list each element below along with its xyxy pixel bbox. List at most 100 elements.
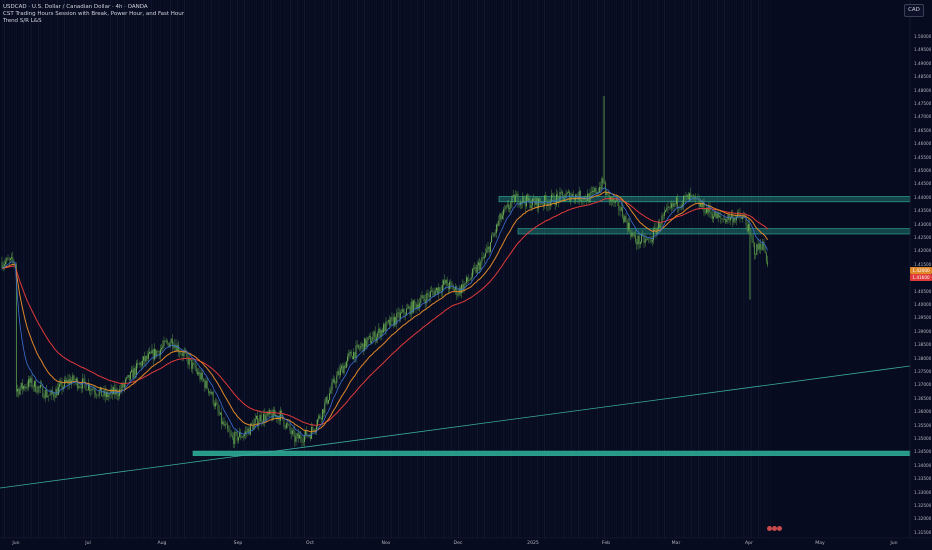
- candle-body: [373, 331, 375, 337]
- candle-body: [713, 216, 715, 219]
- time-tick: Feb: [601, 541, 611, 546]
- session-band: [333, 0, 334, 538]
- candle-body: [165, 341, 167, 343]
- candle-body: [329, 393, 331, 400]
- session-band: [318, 0, 320, 538]
- candle-body: [415, 303, 417, 309]
- candle-body: [621, 207, 623, 218]
- candle-body: [596, 192, 598, 194]
- candle-body: [449, 282, 451, 289]
- session-band: [563, 0, 565, 538]
- candle-body: [515, 195, 517, 203]
- price-tick: 1.40000: [914, 302, 932, 307]
- candle-body: [501, 215, 503, 219]
- candle-body: [311, 427, 313, 439]
- session-band: [722, 0, 723, 538]
- candle-body: [43, 397, 45, 399]
- candle-body: [559, 191, 561, 202]
- currency-button[interactable]: CAD: [904, 4, 924, 17]
- session-band: [609, 0, 610, 538]
- candle-body: [53, 393, 55, 397]
- session-band: [153, 0, 154, 538]
- candle-body: [80, 386, 82, 389]
- candle-body: [468, 280, 470, 281]
- candle-body: [438, 287, 440, 294]
- session-band: [251, 0, 253, 538]
- session-band: [342, 0, 344, 538]
- price-tick: 1.40500: [914, 288, 932, 294]
- session-band: [129, 0, 130, 538]
- session-band: [208, 0, 209, 538]
- candle-body: [603, 182, 605, 184]
- candle-body: [24, 386, 26, 389]
- candle-body: [187, 356, 189, 365]
- event-marker[interactable]: [777, 526, 782, 531]
- candle-body: [732, 214, 734, 223]
- session-band: [419, 0, 421, 538]
- session-band: [616, 0, 617, 538]
- candle-body: [473, 268, 475, 269]
- candle-body: [355, 345, 357, 359]
- time-tick: Mar: [671, 541, 681, 546]
- candle-body: [357, 344, 359, 348]
- candle-body: [650, 238, 652, 242]
- candle-body: [139, 362, 141, 365]
- candle-body: [411, 301, 413, 313]
- event-marker[interactable]: [767, 526, 772, 531]
- zone-support: [192, 450, 911, 456]
- candle-body: [533, 198, 535, 202]
- candle-body: [617, 199, 619, 201]
- candle-body: [77, 378, 79, 389]
- candle-body: [459, 288, 461, 294]
- candle-body: [755, 254, 757, 256]
- session-band: [534, 0, 536, 538]
- candle-body: [300, 435, 302, 440]
- candle-body: [731, 214, 733, 217]
- event-marker[interactable]: [772, 526, 777, 531]
- candle-body: [499, 213, 501, 221]
- session-band: [455, 0, 457, 538]
- candle-body: [86, 389, 88, 391]
- candle-body: [57, 387, 59, 396]
- session-band: [522, 0, 524, 538]
- candle-body: [476, 264, 478, 273]
- candle-body: [752, 238, 754, 243]
- candle-body: [225, 424, 227, 425]
- session-band: [66, 0, 68, 538]
- price-tick: 1.34000: [914, 462, 932, 468]
- candle-body: [137, 363, 139, 364]
- session-band: [443, 0, 445, 538]
- session-band: [446, 0, 447, 538]
- session-band: [23, 0, 25, 538]
- candle-body: [387, 320, 389, 322]
- candle-body: [79, 386, 81, 387]
- price-tick: 1.43500: [914, 208, 932, 214]
- candle-body: [222, 421, 224, 425]
- candle-body: [573, 198, 575, 201]
- candle-body: [445, 279, 447, 284]
- session-band: [592, 0, 593, 538]
- candle-body: [686, 194, 688, 197]
- candle-body: [338, 370, 340, 376]
- session-band: [378, 0, 380, 538]
- price-tick: 1.39500: [914, 315, 932, 321]
- candle-body: [751, 235, 753, 239]
- candle-body: [93, 389, 95, 393]
- session-band: [374, 0, 375, 538]
- session-band: [506, 0, 507, 538]
- session-band: [750, 0, 752, 538]
- session-band: [326, 0, 327, 538]
- session-band: [695, 0, 697, 538]
- candle-body: [591, 190, 593, 192]
- session-band: [686, 0, 687, 538]
- session-band: [758, 0, 759, 538]
- candle-body: [251, 423, 253, 425]
- candle-body: [158, 351, 160, 356]
- candle-body: [707, 208, 709, 213]
- candle-body: [211, 392, 213, 395]
- candle-body: [481, 257, 483, 262]
- candle-body: [302, 441, 304, 443]
- session-band: [520, 0, 521, 538]
- session-band: [170, 0, 171, 538]
